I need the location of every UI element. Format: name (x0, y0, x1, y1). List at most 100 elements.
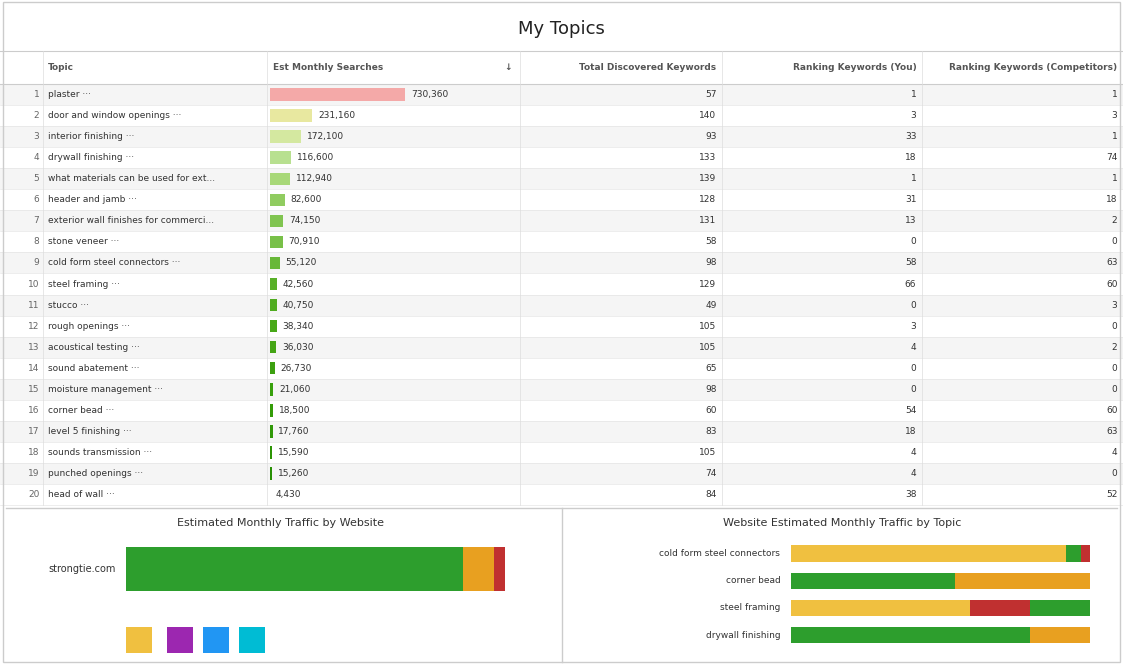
Bar (270, 173, 291, 185)
Text: 60: 60 (1106, 406, 1117, 415)
Text: drywall finishing: drywall finishing (705, 631, 780, 639)
Text: 116,600: 116,600 (296, 153, 335, 162)
Text: 18: 18 (28, 448, 39, 457)
Text: sounds transmission ···: sounds transmission ··· (48, 448, 153, 457)
Bar (0, 400, 1123, 421)
Text: 15,590: 15,590 (279, 448, 310, 457)
Bar (0, 274, 1123, 295)
Bar (167, 627, 193, 653)
Bar (1081, 545, 1090, 562)
Text: 55,120: 55,120 (285, 258, 317, 268)
Text: 9: 9 (34, 258, 39, 268)
Text: 21,060: 21,060 (280, 384, 310, 394)
Text: 2: 2 (1112, 343, 1117, 352)
Text: 8: 8 (34, 238, 39, 246)
Text: 105: 105 (700, 343, 716, 352)
Text: 128: 128 (700, 195, 716, 205)
Text: 131: 131 (700, 216, 716, 225)
Bar (463, 547, 494, 592)
Text: 5: 5 (34, 175, 39, 183)
Text: Est Monthly Searches: Est Monthly Searches (273, 63, 383, 72)
Bar (956, 572, 1090, 589)
Bar (0, 105, 1123, 126)
Text: 12: 12 (28, 321, 39, 331)
Text: stone veneer ···: stone veneer ··· (48, 238, 119, 246)
Bar (0, 147, 1123, 168)
Text: 49: 49 (705, 301, 716, 309)
Text: 139: 139 (700, 175, 716, 183)
Text: 133: 133 (700, 153, 716, 162)
Bar (494, 547, 505, 592)
Bar (0, 126, 1123, 147)
Text: 0: 0 (1112, 321, 1117, 331)
Text: 0: 0 (1112, 364, 1117, 373)
Text: 98: 98 (705, 384, 716, 394)
Text: 17,760: 17,760 (279, 427, 310, 436)
Text: Topic: Topic (48, 63, 74, 72)
Bar (0, 315, 1123, 337)
Text: 3: 3 (911, 111, 916, 120)
Text: Total Discovered Keywords: Total Discovered Keywords (579, 63, 716, 72)
Text: 74: 74 (1106, 153, 1117, 162)
Text: 65: 65 (705, 364, 716, 373)
Text: 4: 4 (911, 448, 916, 457)
Text: drywall finishing ···: drywall finishing ··· (48, 153, 135, 162)
Text: 84: 84 (705, 490, 716, 499)
Text: steel framing: steel framing (720, 604, 780, 612)
Text: My Topics: My Topics (518, 21, 605, 39)
Bar (270, 193, 285, 206)
Text: steel framing ···: steel framing ··· (48, 280, 120, 288)
Bar (0, 378, 1123, 400)
Text: 6: 6 (34, 195, 39, 205)
Text: interior finishing ···: interior finishing ··· (48, 132, 135, 141)
Text: Estimated Monthly Traffic by Website: Estimated Monthly Traffic by Website (177, 518, 384, 528)
Text: exterior wall finishes for commerci...: exterior wall finishes for commerci... (48, 216, 214, 225)
Text: 83: 83 (705, 427, 716, 436)
Text: moisture management ···: moisture management ··· (48, 384, 163, 394)
Bar (1030, 600, 1090, 616)
Text: ↓: ↓ (504, 63, 512, 72)
Text: 17: 17 (28, 427, 39, 436)
Text: 13: 13 (905, 216, 916, 225)
Text: 74,150: 74,150 (289, 216, 320, 225)
Text: 42,560: 42,560 (283, 280, 314, 288)
Text: 1: 1 (1112, 175, 1117, 183)
Text: Ranking Keywords (Competitors): Ranking Keywords (Competitors) (949, 63, 1117, 72)
Text: 3: 3 (34, 132, 39, 141)
Bar (791, 545, 1066, 562)
Text: 0: 0 (911, 301, 916, 309)
Bar (270, 467, 273, 479)
Text: corner bead: corner bead (725, 576, 780, 585)
Bar (0, 84, 1123, 105)
Text: 58: 58 (905, 258, 916, 268)
Bar (126, 627, 152, 653)
Text: 4: 4 (911, 343, 916, 352)
Bar (270, 362, 274, 374)
Text: 3: 3 (1112, 111, 1117, 120)
Bar (0, 421, 1123, 442)
Bar (270, 151, 291, 164)
Bar (0, 295, 1123, 315)
Text: 18: 18 (905, 153, 916, 162)
Text: punched openings ···: punched openings ··· (48, 469, 144, 478)
Text: 231,160: 231,160 (318, 111, 355, 120)
Text: 730,360: 730,360 (411, 90, 448, 99)
Bar (0, 168, 1123, 189)
Text: 20: 20 (28, 490, 39, 499)
Text: 18,500: 18,500 (279, 406, 310, 415)
Text: 14: 14 (28, 364, 39, 373)
Text: 54: 54 (905, 406, 916, 415)
Text: 36,030: 36,030 (282, 343, 313, 352)
Text: 11: 11 (28, 301, 39, 309)
Text: 15: 15 (28, 384, 39, 394)
Text: 140: 140 (700, 111, 716, 120)
Bar (270, 110, 312, 122)
Text: 16: 16 (28, 406, 39, 415)
Text: Website Estimated Monthly Traffic by Topic: Website Estimated Monthly Traffic by Top… (723, 518, 961, 528)
Text: 4: 4 (1112, 448, 1117, 457)
Text: 10: 10 (28, 280, 39, 288)
Text: 172,100: 172,100 (307, 132, 344, 141)
Text: 60: 60 (1106, 280, 1117, 288)
Text: stucco ···: stucco ··· (48, 301, 90, 309)
Bar (270, 320, 276, 333)
